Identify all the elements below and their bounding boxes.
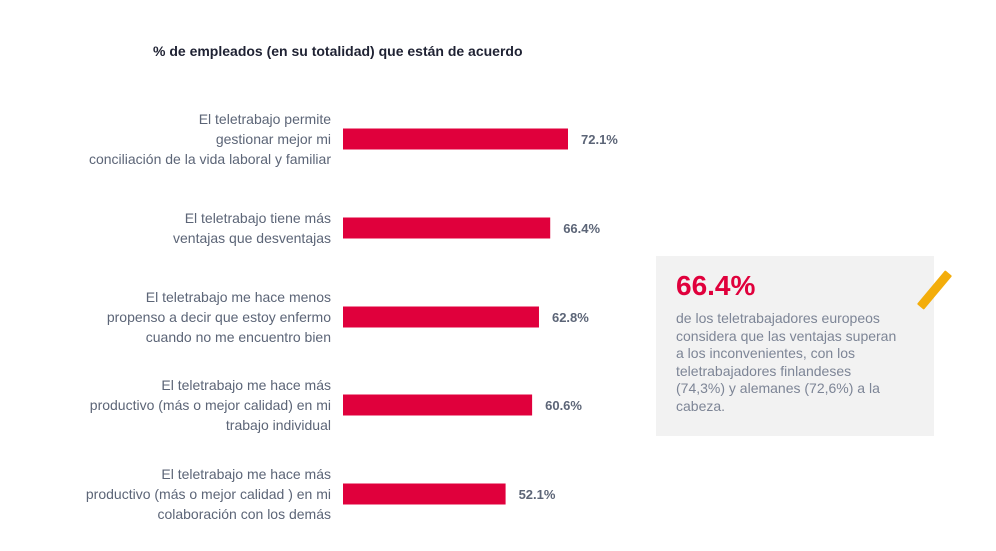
callout-box: 66.4% de los teletrabajadores europeos c…	[656, 256, 934, 436]
bar-value-label: 62.8%	[552, 310, 589, 325]
bar-value-label: 52.1%	[519, 487, 556, 502]
bar	[343, 394, 533, 416]
chart-title: % de empleados (en su totalidad) que est…	[153, 43, 523, 59]
bar-value-label: 66.4%	[563, 221, 600, 236]
bar	[343, 217, 551, 239]
callout-text: de los teletrabajadores europeos conside…	[676, 310, 897, 414]
category-label: El teletrabajo me hace más productivo (m…	[85, 466, 331, 522]
bar-value-label: 72.1%	[581, 132, 618, 147]
category-label: El teletrabajo permite gestionar mejor m…	[88, 111, 331, 167]
category-label: El teletrabajo me hace más productivo (m…	[89, 377, 331, 433]
bar-value-label: 60.6%	[545, 398, 582, 413]
callout-value: 66.4%	[676, 270, 756, 301]
bar	[343, 306, 539, 328]
category-label: El teletrabajo me hace menos propenso a …	[106, 289, 331, 345]
bar	[343, 483, 506, 505]
bar	[343, 128, 568, 150]
category-label: El teletrabajo tiene más ventajas que de…	[173, 210, 331, 246]
